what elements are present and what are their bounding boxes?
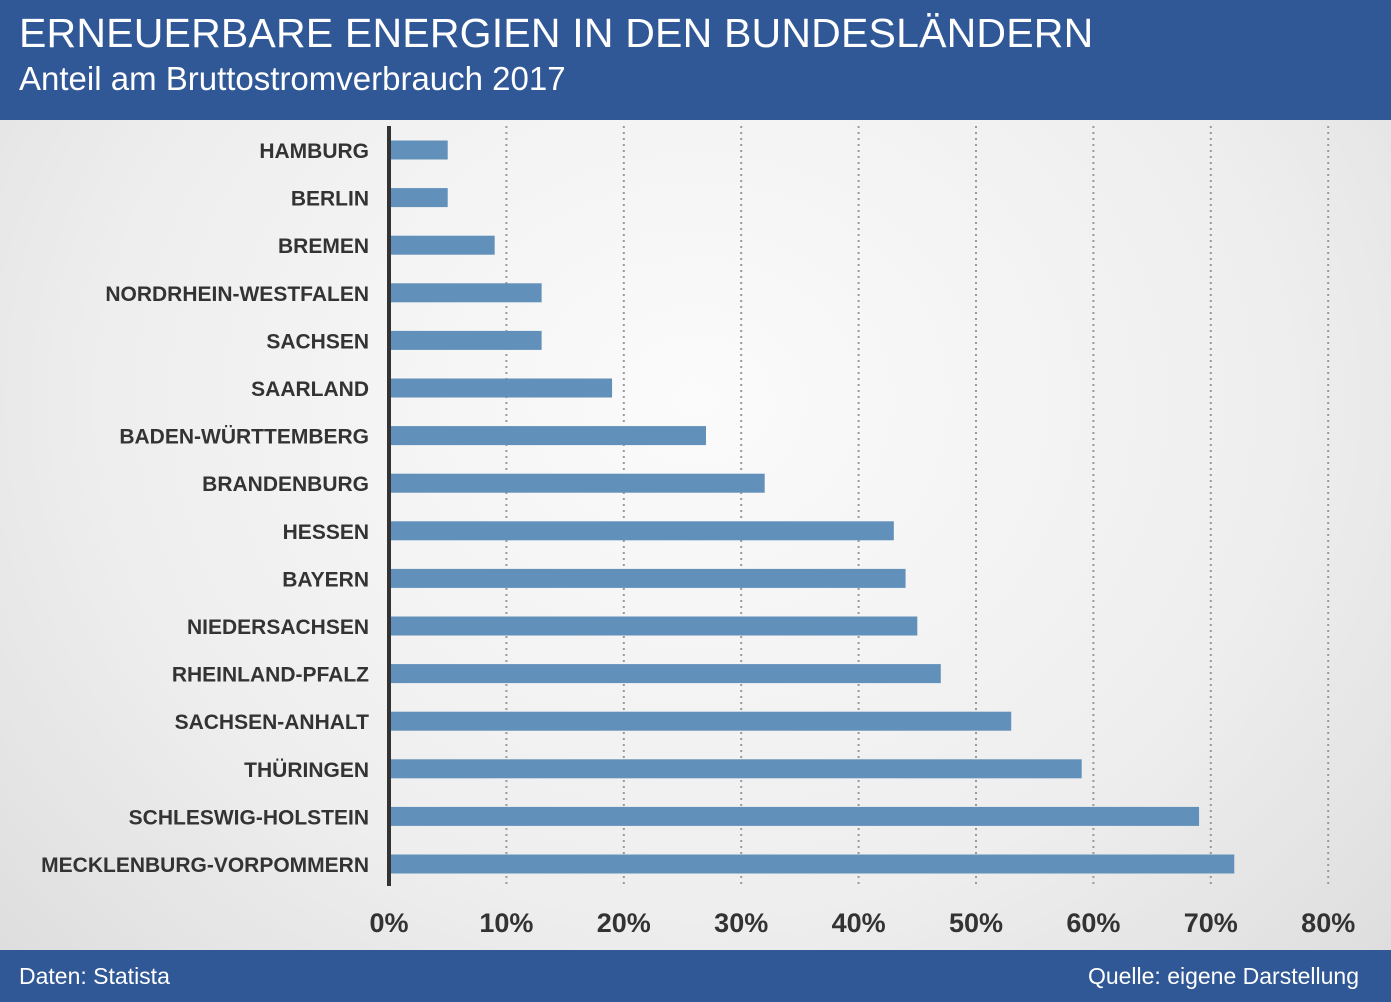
source-label: Quelle: eigene Darstellung bbox=[1087, 963, 1359, 989]
bar bbox=[389, 854, 1235, 874]
x-tick-label: 70% bbox=[1184, 908, 1238, 938]
bar bbox=[389, 759, 1082, 779]
bar bbox=[389, 806, 1200, 826]
category-label: BADEN-WÜRTTEMBERG bbox=[119, 426, 369, 449]
bar bbox=[389, 330, 542, 350]
x-tick-label: 10% bbox=[479, 908, 533, 938]
chart-area: HAMBURG BERLIN BREMEN NORDRHEIN-WESTFALEN SA… bbox=[0, 120, 1391, 950]
category-label: NIEDERSACHSEN bbox=[187, 616, 369, 639]
bar bbox=[389, 188, 448, 208]
footer-banner: Daten: Statista Quelle: eigene Darstellu… bbox=[0, 950, 1391, 1002]
category-label: BERLIN bbox=[291, 188, 369, 211]
data-source-label: Daten: Statista bbox=[19, 963, 170, 989]
bar bbox=[389, 473, 765, 493]
chart-title: ERNEUERBARE ENERGIEN IN DEN BUNDESLÄNDER… bbox=[19, 10, 1094, 56]
bar-chart: HAMBURG BERLIN BREMEN NORDRHEIN-WESTFALEN SA… bbox=[41, 126, 1355, 938]
category-label: BRANDENBURG bbox=[202, 473, 369, 496]
x-tick-label: 50% bbox=[949, 908, 1003, 938]
category-label: HAMBURG bbox=[259, 140, 369, 163]
x-tick-label: 60% bbox=[1066, 908, 1120, 938]
category-label: NORDRHEIN-WESTFALEN bbox=[105, 283, 369, 306]
bar bbox=[389, 426, 706, 446]
category-label: SACHSEN bbox=[266, 330, 369, 353]
bar bbox=[389, 568, 906, 588]
category-label: SCHLESWIG-HOLSTEIN bbox=[129, 806, 369, 829]
bar bbox=[389, 521, 894, 541]
bar bbox=[389, 664, 941, 684]
bar bbox=[389, 140, 448, 160]
chart-subtitle: Anteil am Bruttostromverbrauch 2017 bbox=[19, 60, 566, 97]
category-label: THÜRINGEN bbox=[244, 759, 369, 782]
bar bbox=[389, 378, 613, 398]
x-tick-label: 30% bbox=[714, 908, 768, 938]
x-tick-label: 20% bbox=[597, 908, 651, 938]
category-label: MECKLENBURG-VORPOMMERN bbox=[41, 854, 369, 877]
header-banner: ERNEUERBARE ENERGIEN IN DEN BUNDESLÄNDER… bbox=[0, 0, 1391, 120]
x-tick-label: 40% bbox=[832, 908, 886, 938]
bar bbox=[389, 235, 495, 255]
category-label: BREMEN bbox=[278, 235, 369, 258]
category-label: HESSEN bbox=[283, 521, 369, 544]
x-tick-label: 80% bbox=[1301, 908, 1355, 938]
x-tick-label: 0% bbox=[369, 908, 408, 938]
bar bbox=[389, 616, 918, 636]
bar bbox=[389, 711, 1012, 731]
category-label: BAYERN bbox=[282, 568, 369, 591]
category-label: SACHSEN-ANHALT bbox=[175, 711, 370, 734]
bar bbox=[389, 283, 542, 303]
category-label: RHEINLAND-PFALZ bbox=[172, 664, 369, 687]
category-label: SAARLAND bbox=[251, 378, 369, 401]
